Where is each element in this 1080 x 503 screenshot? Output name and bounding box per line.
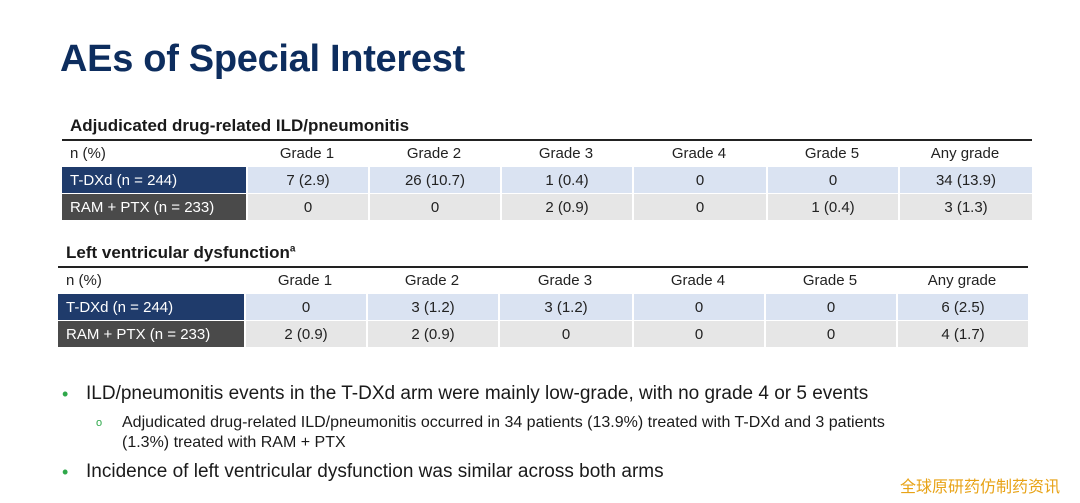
lvd-cell: 0 — [632, 293, 764, 320]
slide-title: AEs of Special Interest — [60, 38, 465, 80]
summary-bullets: • ILD/pneumonitis events in the T-DXd ar… — [62, 383, 1062, 483]
lvd-section-heading: Left ventricular dysfunctiona — [66, 243, 295, 263]
ild-header-row: n (%) Grade 1 Grade 2 Grade 3 Grade 4 Gr… — [62, 139, 1032, 166]
ild-row-tdxd: T-DXd (n = 244) 7 (2.9) 26 (10.7) 1 (0.4… — [62, 166, 1032, 193]
bullet-text: ILD/pneumonitis events in the T-DXd arm … — [86, 383, 869, 404]
sub-bullet-text: Adjudicated drug-related ILD/pneumonitis… — [122, 414, 885, 451]
lvd-row-ram-ptx: RAM + PTX (n = 233) 2 (0.9) 2 (0.9) 0 0 … — [58, 320, 1028, 347]
lvd-cell: 0 — [244, 293, 366, 320]
ild-row-label: T-DXd (n = 244) — [62, 166, 246, 193]
lvd-table: n (%) Grade 1 Grade 2 Grade 3 Grade 4 Gr… — [58, 266, 1028, 347]
lvd-header-n: n (%) — [58, 266, 244, 293]
ild-cell: 1 (0.4) — [766, 193, 898, 220]
ild-row-label: RAM + PTX (n = 233) — [62, 193, 246, 220]
ild-cell: 26 (10.7) — [368, 166, 500, 193]
ild-cell: 0 — [246, 193, 368, 220]
ild-table: n (%) Grade 1 Grade 2 Grade 3 Grade 4 Gr… — [62, 139, 1032, 220]
sub-bullet-ild: o Adjudicated drug-related ILD/pneumonit… — [96, 413, 1062, 453]
bullet-dot-icon: • — [62, 384, 69, 404]
lvd-header-row: n (%) Grade 1 Grade 2 Grade 3 Grade 4 Gr… — [58, 266, 1028, 293]
ild-header-grade2: Grade 2 — [368, 139, 500, 166]
ild-header-any: Any grade — [898, 139, 1032, 166]
lvd-header-grade2: Grade 2 — [366, 266, 498, 293]
bullet-lvd: • Incidence of left ventricular dysfunct… — [62, 461, 1062, 483]
lvd-cell: 2 (0.9) — [366, 320, 498, 347]
ild-cell: 7 (2.9) — [246, 166, 368, 193]
lvd-header-grade1: Grade 1 — [244, 266, 366, 293]
ild-header-grade1: Grade 1 — [246, 139, 368, 166]
ild-cell: 0 — [766, 166, 898, 193]
ild-cell: 2 (0.9) — [500, 193, 632, 220]
lvd-heading-text: Left ventricular dysfunction — [66, 243, 290, 262]
ild-header-n: n (%) — [62, 139, 246, 166]
ild-cell: 1 (0.4) — [500, 166, 632, 193]
lvd-header-grade3: Grade 3 — [498, 266, 632, 293]
lvd-row-tdxd: T-DXd (n = 244) 0 3 (1.2) 3 (1.2) 0 0 6 … — [58, 293, 1028, 320]
lvd-cell: 0 — [764, 320, 896, 347]
lvd-cell: 0 — [764, 293, 896, 320]
lvd-cell: 0 — [632, 320, 764, 347]
bullet-ild: • ILD/pneumonitis events in the T-DXd ar… — [62, 383, 1062, 405]
lvd-header-grade5: Grade 5 — [764, 266, 896, 293]
lvd-row-label: T-DXd (n = 244) — [58, 293, 244, 320]
lvd-cell: 6 (2.5) — [896, 293, 1028, 320]
lvd-heading-footnote: a — [289, 243, 296, 255]
lvd-cell: 4 (1.7) — [896, 320, 1028, 347]
ild-cell: 0 — [632, 193, 766, 220]
ild-section-heading: Adjudicated drug-related ILD/pneumonitis — [70, 116, 410, 135]
watermark: 全球原研药仿制药资讯 — [899, 477, 1060, 496]
ild-header-grade5: Grade 5 — [766, 139, 898, 166]
ild-row-ram-ptx: RAM + PTX (n = 233) 0 0 2 (0.9) 0 1 (0.4… — [62, 193, 1032, 220]
ild-cell: 34 (13.9) — [898, 166, 1032, 193]
lvd-cell: 3 (1.2) — [366, 293, 498, 320]
bullet-dot-icon: • — [62, 462, 69, 482]
lvd-cell: 3 (1.2) — [498, 293, 632, 320]
lvd-header-any: Any grade — [896, 266, 1028, 293]
ild-header-grade3: Grade 3 — [500, 139, 632, 166]
ild-cell: 0 — [368, 193, 500, 220]
bullet-text: Incidence of left ventricular dysfunctio… — [86, 461, 664, 482]
lvd-row-label: RAM + PTX (n = 233) — [58, 320, 244, 347]
lvd-cell: 0 — [498, 320, 632, 347]
ild-cell: 3 (1.3) — [898, 193, 1032, 220]
lvd-header-grade4: Grade 4 — [632, 266, 764, 293]
sub-bullet-ring-icon: o — [96, 417, 103, 429]
ild-header-grade4: Grade 4 — [632, 139, 766, 166]
lvd-cell: 2 (0.9) — [244, 320, 366, 347]
ild-cell: 0 — [632, 166, 766, 193]
